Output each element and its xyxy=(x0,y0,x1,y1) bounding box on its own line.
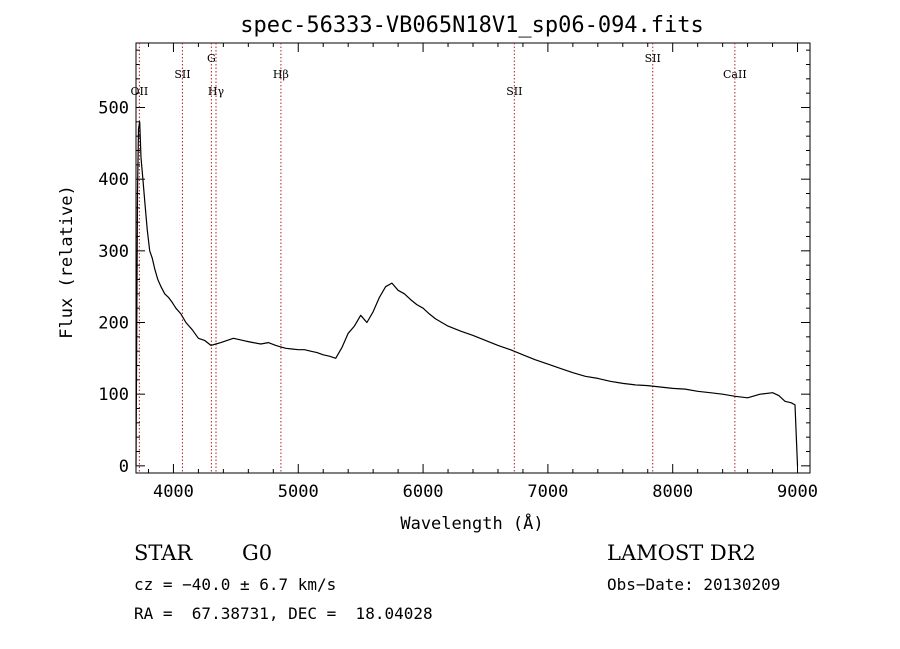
observation-date: Obs−Date: 20130209 xyxy=(607,575,781,594)
x-tick-label: 4000 xyxy=(153,482,194,502)
y-tick-label: 0 xyxy=(119,457,129,477)
x-tick-label: 7000 xyxy=(527,482,568,502)
x-tick-label: 9000 xyxy=(777,482,818,502)
y-tick-label: 300 xyxy=(98,242,129,262)
x-tick-label: 8000 xyxy=(652,482,693,502)
y-tick-label: 400 xyxy=(98,170,129,190)
spectral-line-label: Hβ xyxy=(273,68,289,81)
object-class: STAR xyxy=(134,541,193,565)
y-axis-label: Flux (relative) xyxy=(57,185,77,339)
spectrum-series-line xyxy=(135,121,799,466)
plot-area: 4000 5000 6000 7000 8000 9000 0 100 200 300 400 500… xyxy=(98,42,818,502)
spectral-line-label: OII xyxy=(131,85,149,98)
spectral-line-label: Hγ xyxy=(208,85,225,98)
x-tick-label: 6000 xyxy=(403,482,444,502)
y-tick-label: 500 xyxy=(98,99,129,119)
survey-name: LAMOST DR2 xyxy=(607,541,756,565)
spectral-line-label: CaII xyxy=(723,68,747,81)
spectral-line-label: G xyxy=(207,52,216,65)
chart-title: spec-56333-VB065N18V1_sp06-094.fits xyxy=(240,13,704,38)
object-subclass: G0 xyxy=(242,541,273,565)
plot-frame xyxy=(135,42,811,474)
spectral-line-label: SII xyxy=(506,85,522,98)
y-tick-label: 200 xyxy=(98,314,129,334)
x-tick-label: 5000 xyxy=(278,482,319,502)
y-tick-label: 100 xyxy=(98,385,129,405)
redshift-cz: cz = −40.0 ± 6.7 km/s xyxy=(134,575,337,594)
spectral-line-label: SII xyxy=(645,52,661,65)
spectral-line-label: SII xyxy=(174,68,190,81)
x-axis-label: Wavelength (Å) xyxy=(400,512,543,534)
coordinates: RA = 67.38731, DEC = 18.04028 xyxy=(134,604,433,623)
